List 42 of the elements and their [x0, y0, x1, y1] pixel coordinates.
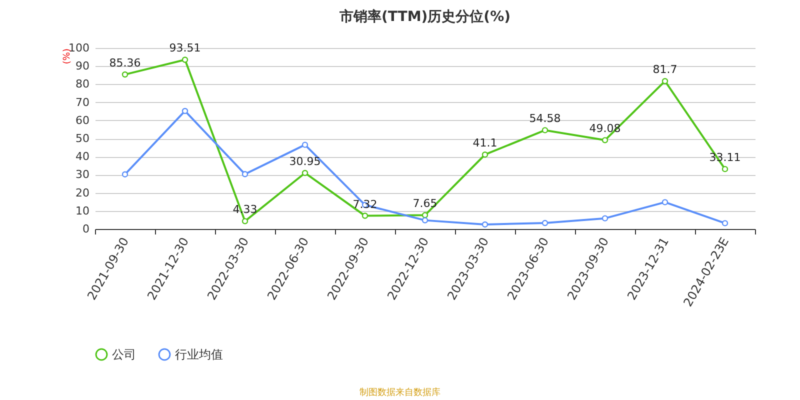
point	[722, 166, 728, 172]
y-tick-label: 70	[76, 96, 90, 109]
data-label: 93.51	[169, 42, 201, 55]
y-tick-label: 50	[76, 132, 90, 145]
point	[242, 218, 248, 224]
y-tick-label: 10	[76, 204, 90, 218]
point	[362, 212, 368, 219]
point	[302, 170, 308, 176]
point	[182, 56, 188, 63]
chart-title: 市销率(TTM)历史分位(%)	[338, 8, 510, 25]
point	[122, 171, 128, 178]
text: 制图数据来自数据库	[358, 386, 442, 399]
point	[422, 212, 428, 218]
point	[182, 108, 188, 114]
point	[242, 171, 248, 178]
y-tick-label: 0	[82, 222, 90, 236]
data-label: 54.58	[529, 112, 561, 126]
data-label: 30.95	[289, 154, 321, 168]
point	[422, 217, 428, 224]
point	[542, 220, 548, 226]
point	[662, 78, 668, 84]
y-tick-label: 40	[76, 150, 90, 164]
point	[482, 221, 488, 228]
legend-label: 公司	[112, 348, 136, 362]
y-tick-label: 80	[76, 78, 90, 91]
point	[542, 127, 548, 134]
data-label: 41.1	[472, 136, 498, 150]
point	[602, 137, 608, 144]
point	[602, 215, 608, 222]
point	[662, 199, 668, 206]
y-tick-label: 30	[76, 168, 90, 182]
point	[482, 152, 488, 158]
point	[722, 220, 728, 226]
point	[122, 71, 128, 78]
point	[302, 142, 308, 148]
y-tick-label: 20	[76, 186, 90, 200]
data-label: 7.65	[412, 197, 438, 210]
legend-label: 行业均值	[175, 348, 223, 362]
data-label: 85.36	[109, 56, 141, 70]
data-label: 81.7	[652, 63, 678, 76]
y-tick-label: 90	[76, 60, 90, 73]
y-tick-label: 60	[76, 114, 90, 127]
